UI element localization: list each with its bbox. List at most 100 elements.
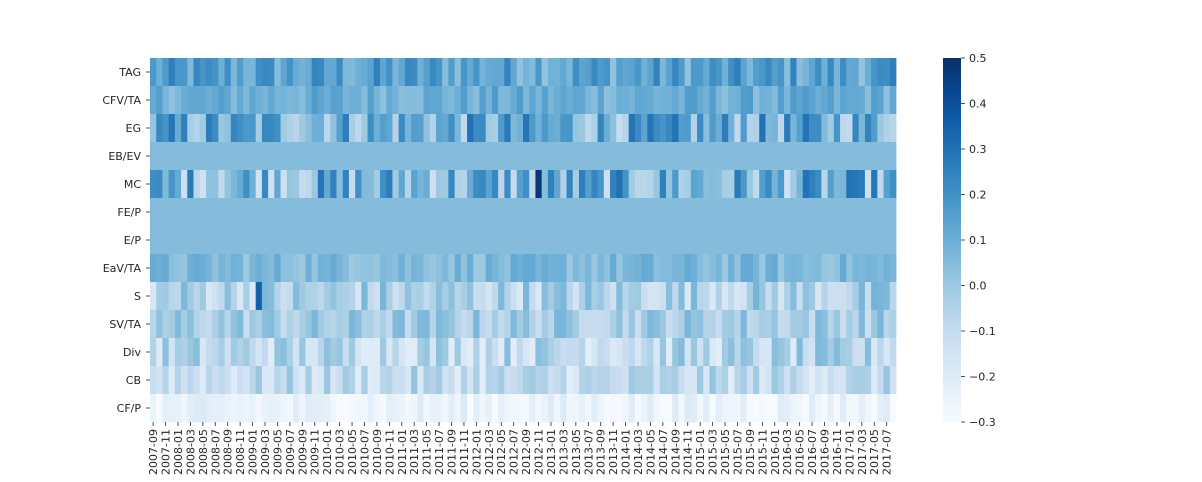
- heatmap-cell: [690, 226, 698, 255]
- heatmap-cell: [181, 198, 188, 227]
- heatmap-cell: [274, 282, 281, 311]
- heatmap-cell: [448, 366, 456, 395]
- heatmap-cell: [212, 282, 219, 311]
- heatmap-cell: [373, 114, 381, 143]
- heatmap-cell: [243, 114, 250, 143]
- heatmap-cell: [417, 198, 424, 227]
- heatmap-cell: [871, 114, 878, 143]
- y-tick-label: EB/EV: [108, 150, 141, 163]
- heatmap-cell: [665, 170, 673, 199]
- heatmap-cell: [659, 114, 667, 143]
- heatmap-cell: [864, 282, 872, 311]
- heatmap-cell: [765, 86, 773, 115]
- heatmap-cell: [703, 338, 710, 367]
- heatmap-cell: [653, 254, 661, 283]
- heatmap-cell: [355, 142, 362, 171]
- heatmap-cell: [398, 338, 406, 367]
- heatmap-cell: [243, 338, 250, 367]
- heatmap-cell: [566, 114, 574, 143]
- heatmap-cell: [554, 338, 561, 367]
- heatmap-cell: [734, 282, 741, 311]
- heatmap-cell: [628, 338, 636, 367]
- heatmap-cell: [454, 338, 462, 367]
- heatmap-cell: [554, 254, 561, 283]
- heatmap-cell: [249, 58, 257, 87]
- heatmap-cell: [168, 338, 176, 367]
- heatmap-cell: [647, 58, 654, 87]
- heatmap-cell: [690, 254, 698, 283]
- heatmap-cell: [485, 338, 493, 367]
- heatmap-cell: [846, 170, 853, 199]
- heatmap-cell: [560, 282, 567, 311]
- heatmap-cell: [728, 310, 735, 339]
- heatmap-cell: [292, 142, 300, 171]
- heatmap-cell: [541, 254, 549, 283]
- heatmap-cell: [292, 226, 300, 255]
- heatmap-cell: [728, 86, 735, 115]
- heatmap-cell: [560, 142, 567, 171]
- heatmap-cell: [336, 366, 344, 395]
- heatmap-cell: [678, 198, 686, 227]
- heatmap-cell: [268, 310, 275, 339]
- heatmap-cell: [665, 86, 673, 115]
- heatmap-cell: [833, 282, 841, 311]
- heatmap-cell: [342, 142, 350, 171]
- heatmap-cell: [448, 310, 456, 339]
- heatmap-cell: [355, 366, 362, 395]
- heatmap-cell: [784, 282, 791, 311]
- heatmap-cell: [243, 310, 250, 339]
- heatmap-cell: [566, 86, 574, 115]
- heatmap-cell: [703, 114, 710, 143]
- heatmap-cell: [746, 226, 754, 255]
- heatmap-cell: [572, 366, 580, 395]
- heatmap-cell: [174, 310, 182, 339]
- heatmap-cell: [734, 114, 741, 143]
- heatmap-cell: [665, 366, 673, 395]
- heatmap-cell: [597, 282, 605, 311]
- heatmap-cell: [529, 86, 536, 115]
- heatmap-cell: [610, 282, 617, 311]
- heatmap-cell: [790, 86, 797, 115]
- heatmap-cell: [429, 142, 437, 171]
- heatmap-cell: [535, 198, 543, 227]
- heatmap-cell: [734, 58, 741, 87]
- heatmap-cell: [672, 254, 679, 283]
- x-tick-label: 2014-01: [620, 429, 633, 475]
- heatmap-cell: [547, 310, 555, 339]
- heatmap-cell: [840, 310, 847, 339]
- heatmap-cell: [473, 114, 480, 143]
- x-tick-label: 2016-07: [806, 429, 819, 475]
- heatmap-cell: [753, 282, 760, 311]
- heatmap-cell: [771, 86, 779, 115]
- heatmap-cell: [697, 366, 704, 395]
- heatmap-cell: [193, 114, 201, 143]
- heatmap-cell: [448, 394, 456, 423]
- heatmap-cell: [740, 394, 748, 423]
- heatmap-cell: [386, 366, 393, 395]
- heatmap-cell: [641, 142, 648, 171]
- heatmap-cell: [268, 338, 275, 367]
- heatmap-cell: [684, 170, 692, 199]
- heatmap-cell: [373, 142, 381, 171]
- heatmap-cell: [572, 58, 580, 87]
- heatmap-cell: [889, 366, 897, 395]
- heatmap-cell: [634, 226, 642, 255]
- heatmap-cell: [697, 226, 704, 255]
- heatmap-cell: [423, 282, 431, 311]
- heatmap-cell: [510, 198, 518, 227]
- heatmap-cell: [435, 58, 443, 87]
- heatmap-cell: [348, 114, 356, 143]
- heatmap-cell: [697, 198, 704, 227]
- heatmap-cell: [871, 310, 878, 339]
- heatmap-cell: [435, 282, 443, 311]
- heatmap-cell: [703, 86, 710, 115]
- heatmap-cell: [156, 282, 163, 311]
- heatmap-cell: [858, 310, 866, 339]
- heatmap-cell: [734, 86, 741, 115]
- heatmap-cell: [355, 170, 362, 199]
- heatmap-cell: [330, 394, 337, 423]
- heatmap-cell: [796, 338, 804, 367]
- heatmap-cell: [355, 394, 362, 423]
- heatmap-cell: [821, 310, 829, 339]
- heatmap-cell: [199, 170, 207, 199]
